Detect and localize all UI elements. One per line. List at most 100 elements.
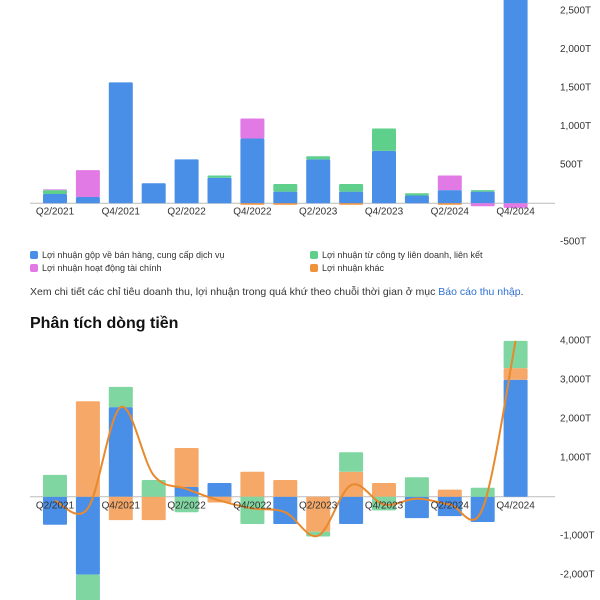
bar-segment bbox=[404, 195, 429, 204]
bar-segment bbox=[404, 193, 429, 196]
bar-segment bbox=[240, 118, 265, 139]
bar-segment bbox=[174, 496, 199, 513]
bar-segment bbox=[437, 175, 462, 191]
note-link[interactable]: Báo cáo thu nhập bbox=[438, 286, 521, 298]
bar-segment bbox=[108, 407, 133, 497]
legend-swatch bbox=[30, 251, 38, 259]
bar-segment bbox=[240, 138, 265, 204]
legend-label: Lợi nhuận hoạt động tài chính bbox=[42, 263, 162, 273]
bar-segment bbox=[503, 379, 528, 497]
y-tick-label: 4,000T bbox=[560, 335, 591, 346]
legend-item[interactable]: Lợi nhuận khác bbox=[310, 263, 384, 273]
legend-swatch bbox=[310, 251, 318, 259]
bar-segment bbox=[437, 203, 462, 205]
x-tick-label: Q2/2023 bbox=[299, 207, 338, 218]
bar-segment bbox=[503, 203, 528, 208]
bar-segment bbox=[75, 170, 100, 198]
bar-segment bbox=[207, 177, 232, 204]
bar-segment bbox=[141, 183, 166, 204]
bar-segment bbox=[108, 496, 133, 521]
bar-segment bbox=[339, 496, 364, 524]
bar-segment bbox=[339, 452, 364, 472]
bar-segment bbox=[372, 483, 396, 497]
bar-segment bbox=[306, 496, 331, 532]
legend-swatch bbox=[30, 264, 38, 272]
y-tick-label: 500T bbox=[560, 159, 583, 170]
note-text: Xem chi tiết các chỉ tiêu doanh thu, lợi… bbox=[30, 286, 439, 298]
bar-segment bbox=[273, 191, 298, 204]
bar-segment bbox=[207, 175, 232, 178]
x-tick-label: Q2/2022 bbox=[167, 501, 206, 512]
x-tick-label: Q4/2023 bbox=[365, 501, 404, 512]
bar-segment bbox=[174, 159, 199, 204]
bar-segment bbox=[75, 496, 100, 575]
bar-segment bbox=[108, 386, 133, 408]
bar-segment bbox=[437, 489, 462, 497]
legend-item[interactable]: Lợi nhuận gộp về bán hàng, cung cấp dịch… bbox=[30, 250, 225, 260]
bar-segment bbox=[75, 401, 100, 497]
x-tick-label: Q4/2022 bbox=[233, 207, 272, 218]
bar-segment bbox=[372, 150, 396, 204]
bar-segment bbox=[404, 477, 429, 497]
x-tick-label: Q2/2021 bbox=[36, 501, 75, 512]
legend-swatch bbox=[310, 264, 318, 272]
y-tick-label: 1,000T bbox=[560, 121, 591, 132]
x-tick-label: Q2/2021 bbox=[36, 207, 75, 218]
y-tick-label: -2,000T bbox=[560, 569, 594, 580]
bar-segment bbox=[437, 496, 462, 517]
bar-segment bbox=[503, 368, 528, 380]
bar-segment bbox=[339, 203, 364, 205]
bar-segment bbox=[174, 486, 199, 497]
cashflow-chart bbox=[30, 340, 555, 600]
bar-segment bbox=[273, 183, 298, 192]
legend-label: Lợi nhuận gộp về bán hàng, cung cấp dịch… bbox=[42, 250, 225, 260]
bar-segment bbox=[339, 183, 364, 192]
x-tick-label: Q4/2023 bbox=[365, 207, 404, 218]
bar-segment bbox=[141, 496, 166, 521]
bar-segment bbox=[75, 197, 100, 204]
bar-segment bbox=[470, 487, 495, 497]
bar-segment bbox=[273, 203, 298, 205]
y-tick-label: 3,000T bbox=[560, 374, 591, 385]
bar-segment bbox=[503, 0, 528, 204]
x-tick-label: Q4/2024 bbox=[496, 501, 535, 512]
bar-segment bbox=[43, 193, 67, 204]
bar-segment bbox=[470, 191, 495, 204]
x-tick-label: Q4/2021 bbox=[102, 501, 141, 512]
bar-segment bbox=[75, 574, 100, 600]
bar-segment bbox=[174, 447, 199, 487]
x-tick-label: Q4/2022 bbox=[233, 501, 272, 512]
bar-segment bbox=[240, 203, 265, 205]
bar-segment bbox=[240, 471, 265, 497]
y-tick-label: 1,000T bbox=[560, 452, 591, 463]
income-chart bbox=[30, 0, 555, 208]
note-end: . bbox=[520, 286, 524, 298]
legend-item[interactable]: Lợi nhuận từ công ty liên doanh, liên kế… bbox=[310, 250, 483, 260]
x-tick-label: Q2/2024 bbox=[431, 501, 470, 512]
y-tick-label: 2,000T bbox=[560, 413, 591, 424]
section-heading: Phân tích dòng tiền bbox=[30, 315, 179, 332]
legend-label: Lợi nhuận từ công ty liên doanh, liên kế… bbox=[322, 250, 483, 260]
bar-segment bbox=[207, 483, 232, 497]
bar-segment bbox=[273, 479, 298, 497]
legend-label: Lợi nhuận khác bbox=[322, 263, 384, 273]
bar-segment bbox=[372, 128, 396, 151]
bar-segment bbox=[437, 190, 462, 204]
bar-segment bbox=[339, 191, 364, 204]
bar-segment bbox=[503, 340, 528, 369]
bar-segment bbox=[43, 190, 67, 194]
bar-segment bbox=[306, 156, 331, 160]
y-tick-label: 2,000T bbox=[560, 44, 591, 55]
bar-segment bbox=[108, 82, 133, 204]
x-tick-label: Q2/2022 bbox=[167, 207, 206, 218]
bar-segment bbox=[306, 159, 331, 204]
bar-segment bbox=[141, 479, 166, 497]
x-tick-label: Q4/2021 bbox=[102, 207, 141, 218]
bar-segment bbox=[470, 203, 495, 207]
legend-item[interactable]: Lợi nhuận hoạt động tài chính bbox=[30, 263, 162, 273]
bar-segment bbox=[470, 190, 495, 192]
x-tick-label: Q2/2024 bbox=[431, 207, 470, 218]
y-tick-label: 1,500T bbox=[560, 82, 591, 93]
